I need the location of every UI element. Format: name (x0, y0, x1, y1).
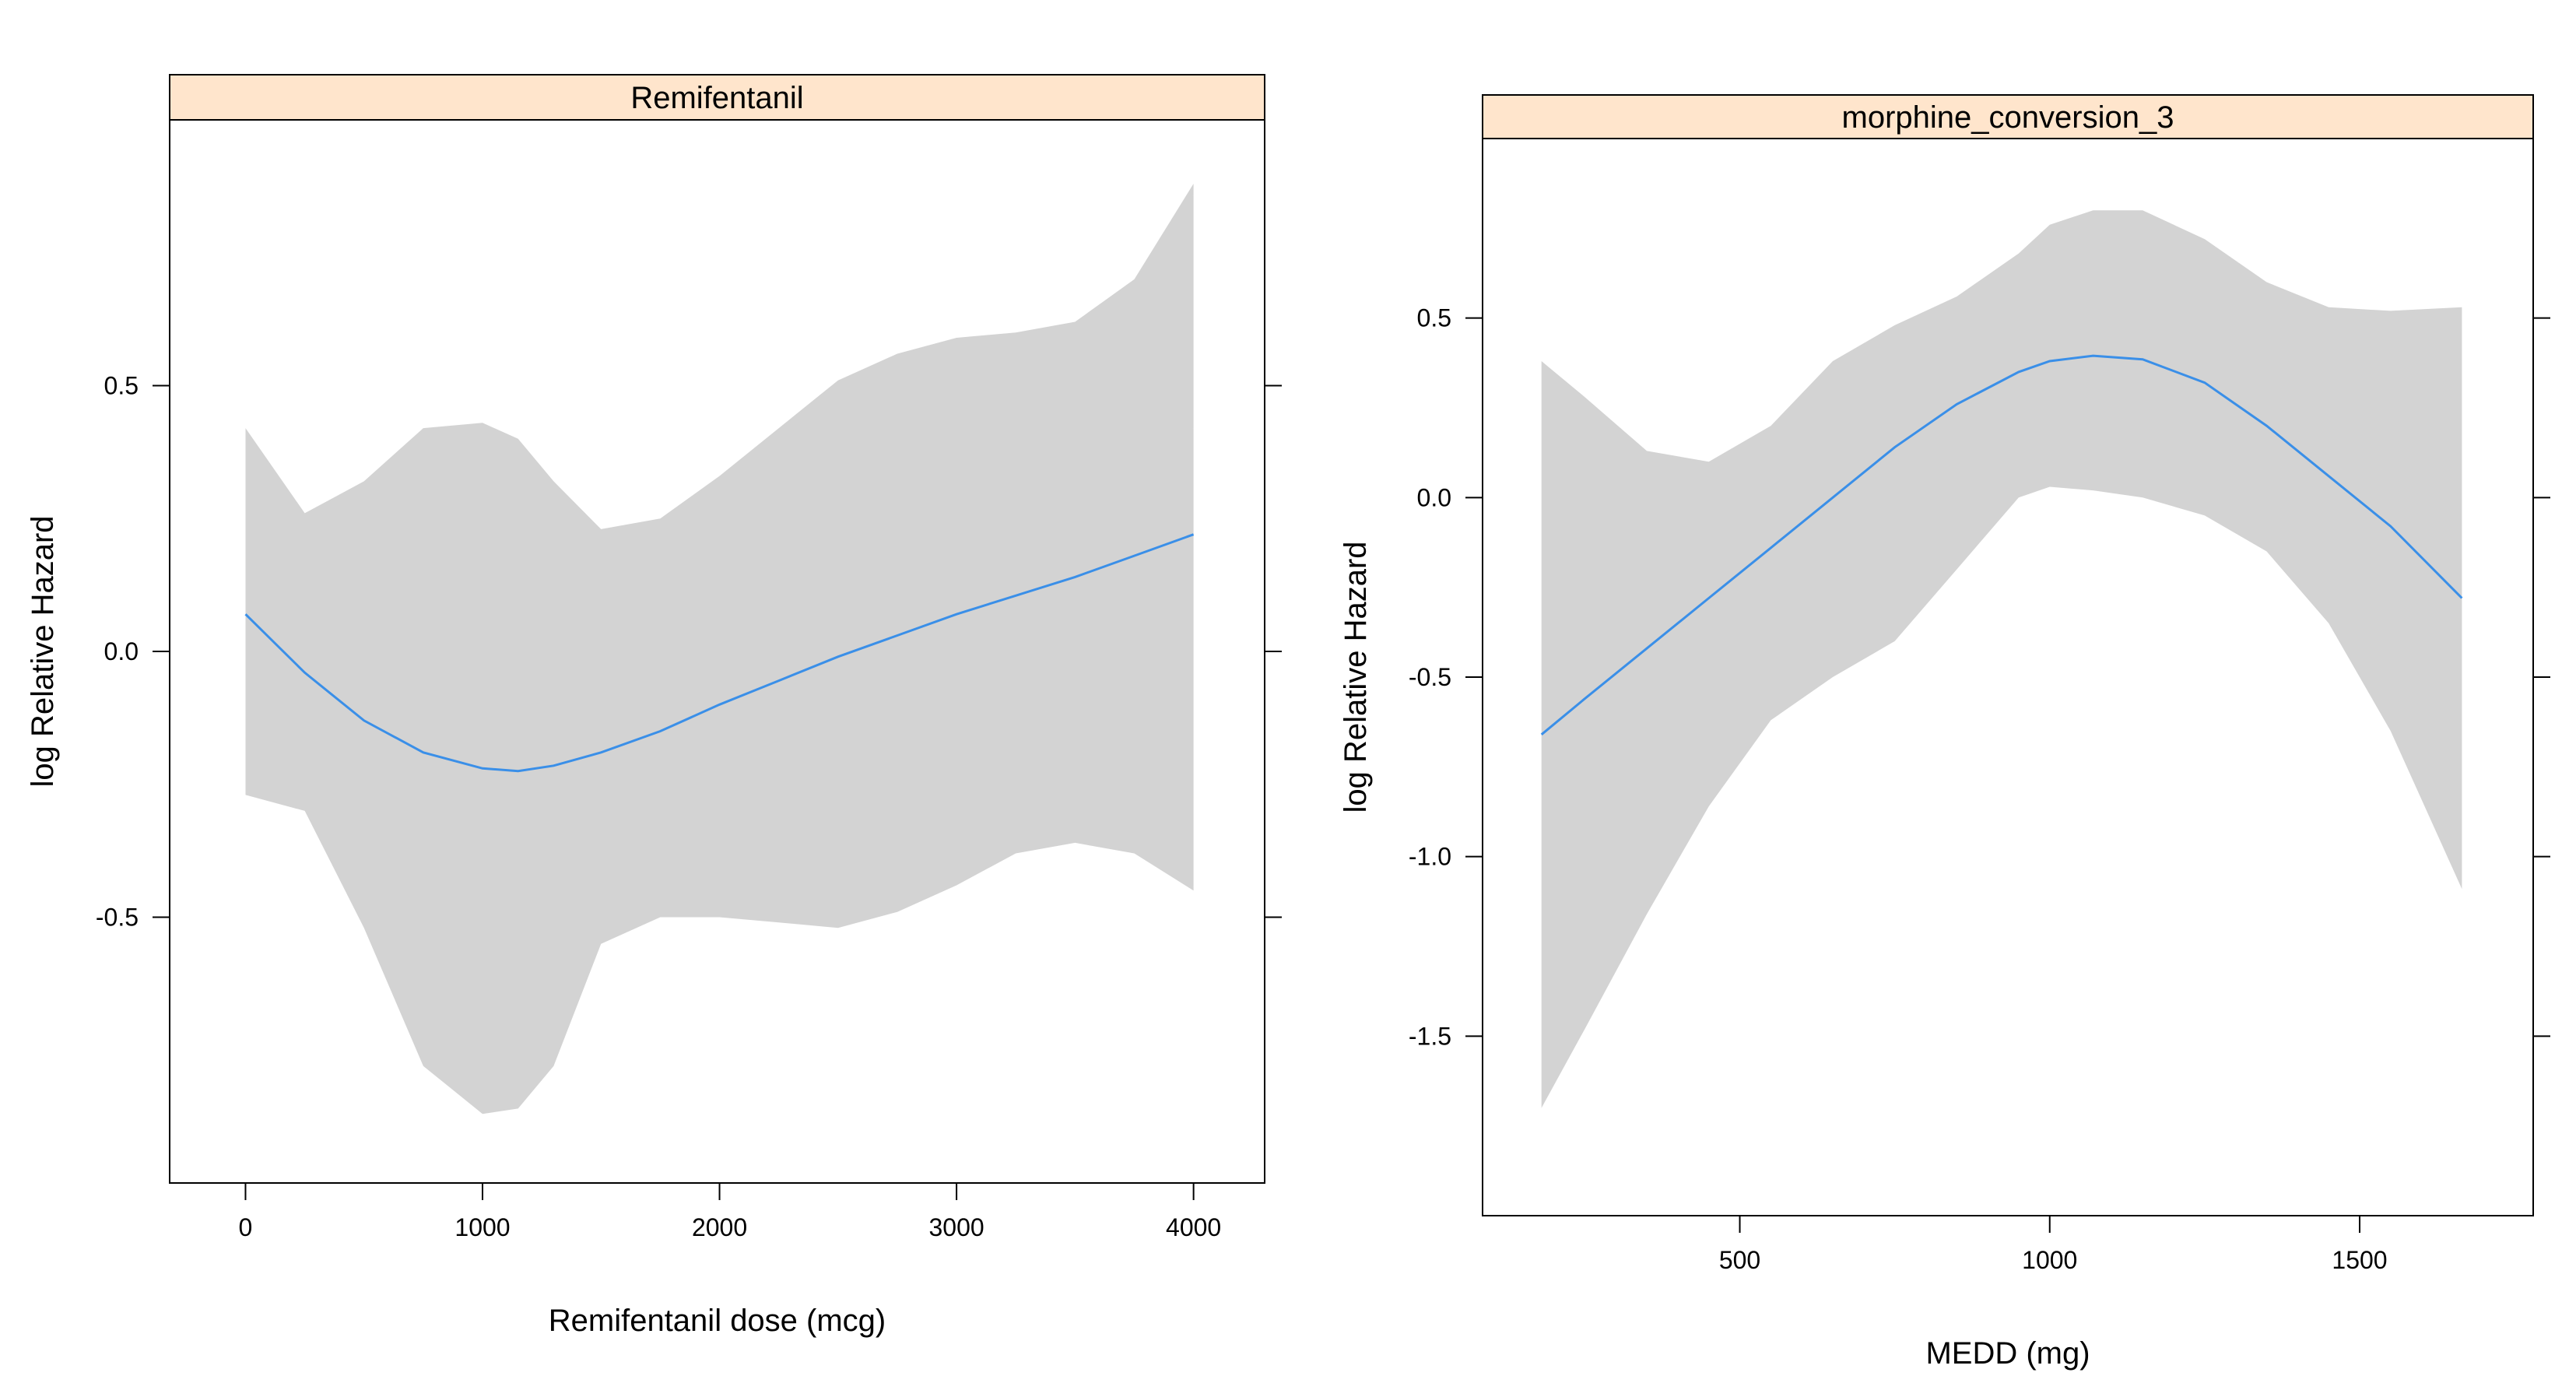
y-axis: -0.5 0.0 0.5 (96, 372, 1282, 932)
y-tick-label: -0.5 (96, 904, 139, 932)
x-tick-label: 1000 (454, 1213, 510, 1241)
confidence-band (1541, 210, 2462, 1108)
y-tick-label: -1.0 (1409, 843, 1451, 871)
x-tick-label: 1500 (2332, 1246, 2387, 1274)
x-tick-label: 2000 (692, 1213, 747, 1241)
x-tick-label: 1000 (2022, 1246, 2077, 1274)
x-tick-label: 3000 (928, 1213, 984, 1241)
y-tick-label: -1.5 (1409, 1022, 1451, 1050)
y-axis-label: log Relative Hazard (1339, 541, 1373, 813)
strip-header (169, 74, 1265, 121)
x-tick-label: 4000 (1166, 1213, 1221, 1241)
y-axis: -1.5 -1.0 -0.5 0.0 0.5 (1409, 304, 2550, 1050)
estimate-line (244, 533, 1195, 773)
y-tick-label: 0.0 (104, 637, 139, 665)
x-tick-label: 500 (1719, 1246, 1760, 1274)
estimate-line (1540, 354, 2463, 735)
strip-header (1482, 94, 2534, 139)
panel-remifentanil: Remifentanil 0 1000 2000 3000 4000 -0.5 … (26, 74, 1282, 1338)
panel-morphine-conversion: morphine_conversion_3 500 1000 1500 -1.5… (1339, 94, 2550, 1371)
y-tick-label: 0.5 (1417, 304, 1451, 332)
strip-label: Remifentanil (630, 81, 803, 115)
strip-label: morphine_conversion_3 (1842, 100, 2174, 135)
x-axis-label: Remifentanil dose (mcg) (549, 1304, 886, 1338)
y-tick-label: 0.0 (1417, 483, 1451, 511)
x-tick-label: 0 (239, 1213, 253, 1241)
x-axis: 500 1000 1500 (1719, 1216, 2388, 1274)
y-tick-label: -0.5 (1409, 663, 1451, 691)
confidence-band (245, 184, 1194, 1114)
x-axis-label: MEDD (mg) (1925, 1336, 2090, 1371)
x-axis: 0 1000 2000 3000 4000 (239, 1183, 1221, 1241)
y-axis-label: log Relative Hazard (26, 515, 60, 787)
y-tick-label: 0.5 (104, 372, 139, 400)
